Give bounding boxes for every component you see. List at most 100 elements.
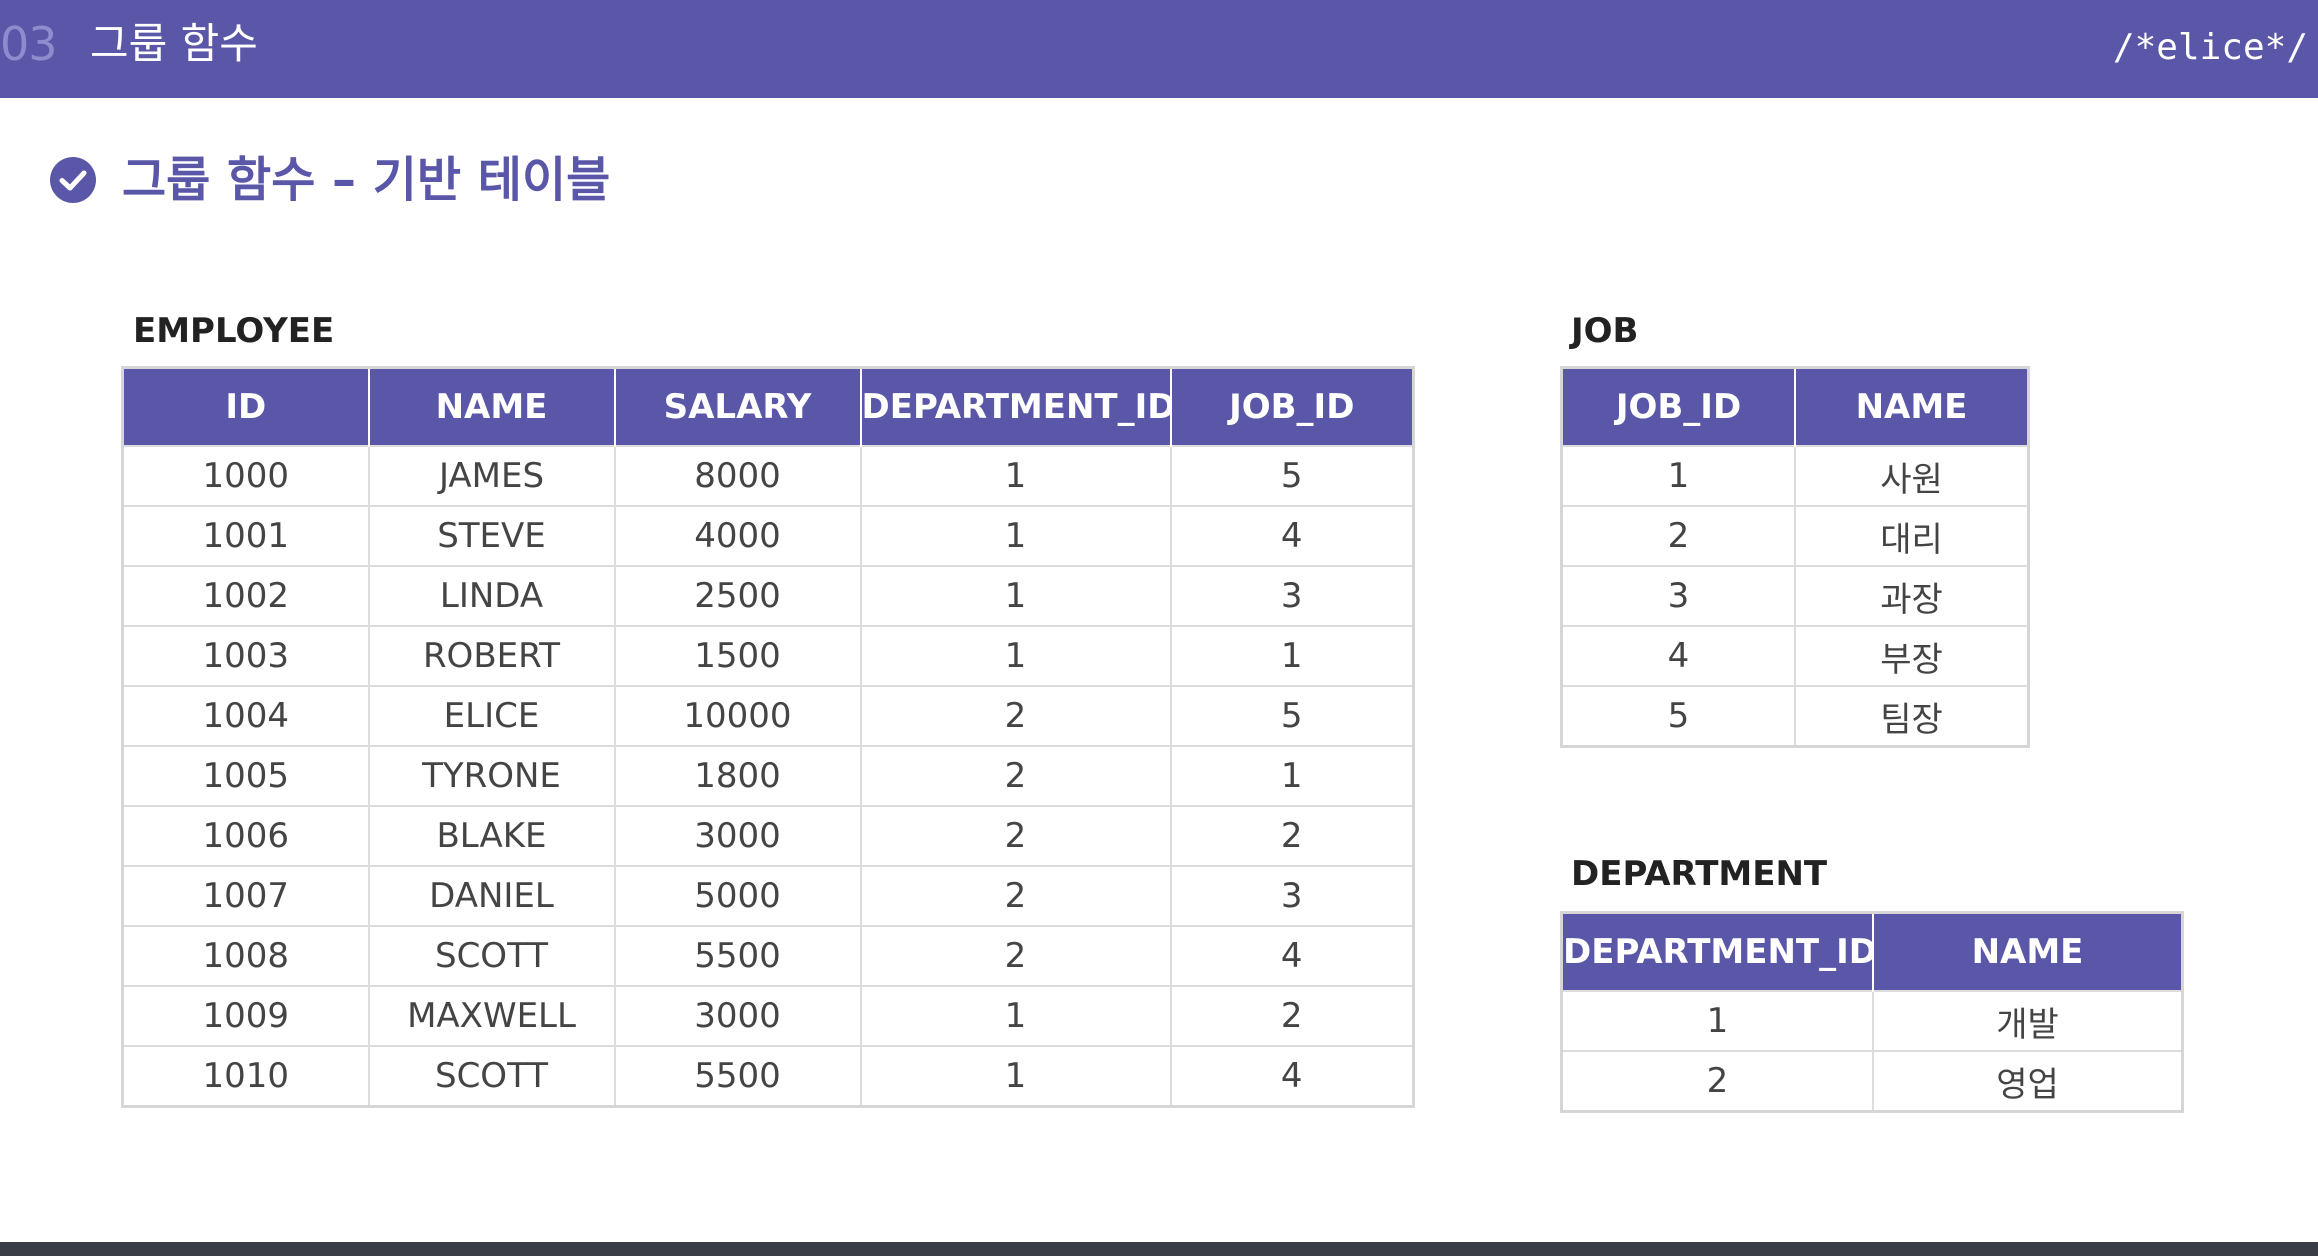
table-cell: 1005 xyxy=(122,745,369,806)
check-circle-icon xyxy=(50,157,96,203)
table-cell: 2 xyxy=(1561,505,1795,566)
page-title: 그룹 함수 – 기반 테이블 xyxy=(122,152,611,208)
table-cell: ROBERT xyxy=(367,625,615,686)
table-row: 1001 STEVE 4000 1 4 xyxy=(122,505,1414,566)
table-cell: 1004 xyxy=(122,685,369,746)
table-cell: 10000 xyxy=(613,685,861,746)
table-cell: 1006 xyxy=(122,805,369,866)
table-cell: 개발 xyxy=(1872,990,2183,1051)
bottom-bar xyxy=(0,1242,2318,1256)
table-cell: 2 xyxy=(859,685,1171,746)
table-cell: 1 xyxy=(859,625,1171,686)
table-cell: MAXWELL xyxy=(367,985,615,1046)
table-cell: 4 xyxy=(1169,505,1414,566)
table-cell: 영업 xyxy=(1872,1050,2183,1112)
table-cell: 1 xyxy=(859,565,1171,626)
table-row: 5 팀장 xyxy=(1561,685,2029,747)
table-cell: 1010 xyxy=(122,1045,369,1107)
table-cell: BLAKE xyxy=(367,805,615,866)
table-cell: 5000 xyxy=(613,865,861,926)
table-cell: JAMES xyxy=(367,445,615,506)
table-cell: 1 xyxy=(1561,990,1873,1051)
table-cell: 5 xyxy=(1561,685,1795,747)
job-table: JOB_ID NAME 1 사원 2 대리 3 과장 4 부장 5 팀장 xyxy=(1560,366,2030,748)
column-header: NAME xyxy=(367,367,615,446)
table-cell: 4 xyxy=(1561,625,1795,686)
table-cell: 1 xyxy=(1561,445,1795,506)
column-header: NAME xyxy=(1872,912,2183,991)
table-row: 1003 ROBERT 1500 1 1 xyxy=(122,625,1414,686)
table-cell: 대리 xyxy=(1794,505,2029,566)
table-cell: 3000 xyxy=(613,805,861,866)
employee-table: ID NAME SALARY DEPARTMENT_ID JOB_ID 1000 JAME… xyxy=(121,366,1415,1108)
table-row: 2 영업 xyxy=(1561,1050,2183,1112)
table-cell: 과장 xyxy=(1794,565,2029,626)
table-cell: 2 xyxy=(1169,985,1414,1046)
column-header: SALARY xyxy=(613,367,861,446)
table-cell: 사원 xyxy=(1794,445,2029,506)
table-cell: 1009 xyxy=(122,985,369,1046)
table-cell: 3000 xyxy=(613,985,861,1046)
table-cell: 1500 xyxy=(613,625,861,686)
table-cell: 1008 xyxy=(122,925,369,986)
table-cell: LINDA xyxy=(367,565,615,626)
table-cell: 1000 xyxy=(122,445,369,506)
table-row: 3 과장 xyxy=(1561,565,2029,626)
section-title: 그룹 함수 xyxy=(90,19,258,68)
table-cell: 팀장 xyxy=(1794,685,2029,747)
department-table: DEPARTMENT_ID NAME 1 개발 2 영업 xyxy=(1560,911,2184,1113)
page-heading: 그룹 함수 – 기반 테이블 xyxy=(50,148,610,212)
table-cell: 1 xyxy=(1169,745,1414,806)
brand-logo: /*elice*/ xyxy=(2112,27,2308,68)
table-cell: 1 xyxy=(859,505,1171,566)
table-cell: SCOTT xyxy=(367,1045,615,1107)
table-cell: 1003 xyxy=(122,625,369,686)
table-header-row: ID NAME SALARY DEPARTMENT_ID JOB_ID xyxy=(122,367,1414,446)
column-header: JOB_ID xyxy=(1561,367,1795,446)
table-row: 1 개발 xyxy=(1561,990,2183,1051)
table-row: 4 부장 xyxy=(1561,625,2029,686)
table-header-row: DEPARTMENT_ID NAME xyxy=(1561,912,2183,991)
column-header: ID xyxy=(122,367,369,446)
table-row: 1000 JAMES 8000 1 5 xyxy=(122,445,1414,506)
table-cell: 3 xyxy=(1561,565,1795,626)
table-cell: 1 xyxy=(859,1045,1171,1107)
table-row: 1004 ELICE 10000 2 5 xyxy=(122,685,1414,746)
table-cell: 2 xyxy=(1561,1050,1873,1112)
table-cell: 5500 xyxy=(613,925,861,986)
table-cell: 5 xyxy=(1169,445,1414,506)
table-cell: 1 xyxy=(859,445,1171,506)
table-cell: 5 xyxy=(1169,685,1414,746)
table-cell: 3 xyxy=(1169,565,1414,626)
column-header: DEPARTMENT_ID xyxy=(1561,912,1873,991)
table-cell: 2 xyxy=(859,865,1171,926)
table-row: 1009 MAXWELL 3000 1 2 xyxy=(122,985,1414,1046)
column-header: DEPARTMENT_ID xyxy=(859,367,1171,446)
column-header: JOB_ID xyxy=(1169,367,1414,446)
table-header-row: JOB_ID NAME xyxy=(1561,367,2029,446)
table-cell: 1 xyxy=(859,985,1171,1046)
table-cell: STEVE xyxy=(367,505,615,566)
table-cell: SCOTT xyxy=(367,925,615,986)
table-cell: 2 xyxy=(859,745,1171,806)
table-row: 1006 BLAKE 3000 2 2 xyxy=(122,805,1414,866)
table-row: 2 대리 xyxy=(1561,505,2029,566)
table-cell: 1800 xyxy=(613,745,861,806)
table-row: 1002 LINDA 2500 1 3 xyxy=(122,565,1414,626)
table-row: 1010 SCOTT 5500 1 4 xyxy=(122,1045,1414,1107)
table-cell: 2 xyxy=(1169,805,1414,866)
top-bar: 03 그룹 함수 /*elice*/ xyxy=(0,0,2318,98)
department-table-label: DEPARTMENT xyxy=(1571,854,1828,894)
table-cell: 2500 xyxy=(613,565,861,626)
table-row: 1005 TYRONE 1800 2 1 xyxy=(122,745,1414,806)
table-cell: 1002 xyxy=(122,565,369,626)
table-cell: 4 xyxy=(1169,925,1414,986)
column-header: NAME xyxy=(1794,367,2029,446)
table-cell: 8000 xyxy=(613,445,861,506)
table-cell: 부장 xyxy=(1794,625,2029,686)
table-cell: 2 xyxy=(859,925,1171,986)
table-row: 1007 DANIEL 5000 2 3 xyxy=(122,865,1414,926)
employee-table-label: EMPLOYEE xyxy=(133,311,335,351)
table-cell: 1001 xyxy=(122,505,369,566)
table-cell: 3 xyxy=(1169,865,1414,926)
